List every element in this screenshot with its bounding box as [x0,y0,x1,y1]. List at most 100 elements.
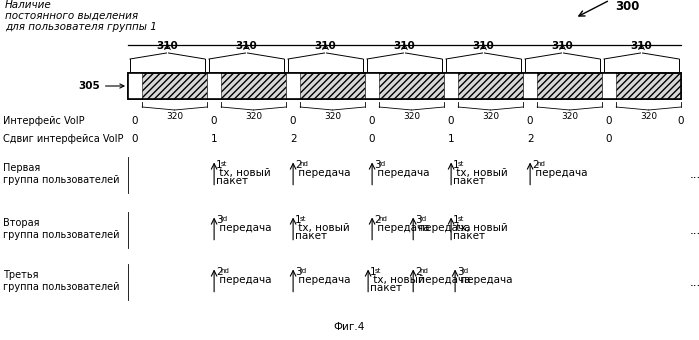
Text: nd: nd [300,161,308,167]
Text: nd: nd [221,268,229,274]
Text: 320: 320 [640,112,657,121]
Text: передача: передача [532,168,588,178]
Text: 2: 2 [374,215,381,225]
Text: st: st [458,216,464,222]
Text: 2: 2 [295,160,302,170]
Text: 320: 320 [561,112,578,121]
Text: ...: ... [690,169,699,182]
Text: передача: передача [216,223,272,233]
Text: передача: передача [457,275,512,285]
FancyBboxPatch shape [207,73,221,99]
Text: группа пользователей: группа пользователей [3,282,120,292]
Text: 310: 310 [394,41,415,51]
Text: st: st [221,161,227,167]
Text: 320: 320 [324,112,341,121]
Text: tx, новый: tx, новый [453,223,508,233]
FancyBboxPatch shape [300,73,365,99]
Text: пакет: пакет [295,231,327,241]
FancyBboxPatch shape [128,73,681,99]
Text: 1: 1 [370,267,377,277]
Text: 320: 320 [245,112,262,121]
Text: Первая: Первая [3,163,41,173]
Text: 3: 3 [457,267,463,277]
FancyBboxPatch shape [380,73,444,99]
Text: 310: 310 [157,41,178,51]
Text: 0: 0 [132,116,138,126]
FancyBboxPatch shape [128,73,142,99]
FancyBboxPatch shape [221,73,286,99]
Text: 0: 0 [527,116,533,126]
Text: 305: 305 [78,81,124,91]
Text: 2: 2 [532,160,539,170]
Text: Третья: Третья [3,270,38,280]
Text: 1: 1 [216,160,223,170]
Text: 2: 2 [527,134,533,144]
Text: передача: передача [374,223,430,233]
Text: 0: 0 [211,116,217,126]
Text: передача: передача [295,275,351,285]
Text: 310: 310 [552,41,573,51]
Text: rd: rd [379,161,386,167]
Text: Сдвиг интерфейса VoIP: Сдвиг интерфейса VoIP [3,134,124,144]
FancyBboxPatch shape [142,73,207,99]
Text: Интерфейс VoIP: Интерфейс VoIP [3,116,85,126]
Text: 3: 3 [374,160,381,170]
FancyBboxPatch shape [286,73,300,99]
Text: 2: 2 [415,267,421,277]
Text: st: st [458,161,464,167]
Text: 310: 310 [630,41,652,51]
Text: 310: 310 [315,41,336,51]
Text: 3: 3 [216,215,223,225]
Text: 310: 310 [473,41,494,51]
Text: tx, новый: tx, новый [295,223,350,233]
Text: группа пользователей: группа пользователей [3,175,120,185]
Text: 3: 3 [295,267,302,277]
Text: 2: 2 [290,134,296,144]
Text: пакет: пакет [216,176,248,186]
Text: пакет: пакет [370,283,402,293]
Text: 300: 300 [615,0,640,13]
Text: 0: 0 [290,116,296,126]
Text: 3: 3 [415,215,421,225]
FancyBboxPatch shape [538,73,602,99]
Text: 0: 0 [606,134,612,144]
Text: tx, новый: tx, новый [370,275,425,285]
Text: 1: 1 [448,134,454,144]
Text: rd: rd [419,216,427,222]
Text: 0: 0 [678,116,684,126]
Text: 0: 0 [369,134,375,144]
Text: 1: 1 [211,134,217,144]
Text: Наличие: Наличие [5,0,52,10]
Text: передача: передача [295,168,351,178]
Text: nd: nd [379,216,387,222]
Text: tx, новый: tx, новый [216,168,271,178]
Text: пакет: пакет [453,176,485,186]
FancyBboxPatch shape [617,73,681,99]
Text: nd: nd [537,161,545,167]
Text: передача: передача [216,275,272,285]
Text: ...: ... [690,275,699,289]
Text: 320: 320 [403,112,420,121]
Text: передача: передача [374,168,430,178]
Text: 0: 0 [448,116,454,126]
Text: rd: rd [300,268,307,274]
Text: 0: 0 [606,116,612,126]
Text: передача: передача [415,223,470,233]
Text: передача: передача [415,275,470,285]
Text: st: st [375,268,381,274]
Text: 320: 320 [482,112,499,121]
Text: 310: 310 [236,41,257,51]
Text: пакет: пакет [453,231,485,241]
FancyBboxPatch shape [602,73,617,99]
Text: rd: rd [221,216,228,222]
Text: 2: 2 [216,267,223,277]
Text: постоянного выделения: постоянного выделения [5,11,138,21]
Text: 0: 0 [369,116,375,126]
Text: 1: 1 [295,215,302,225]
Text: группа пользователей: группа пользователей [3,230,120,240]
Text: ...: ... [690,223,699,237]
Text: Фиг.4: Фиг.4 [333,322,365,332]
Text: rd: rd [461,268,469,274]
Text: для пользователя группы 1: для пользователя группы 1 [5,22,157,32]
Text: 1: 1 [453,160,460,170]
